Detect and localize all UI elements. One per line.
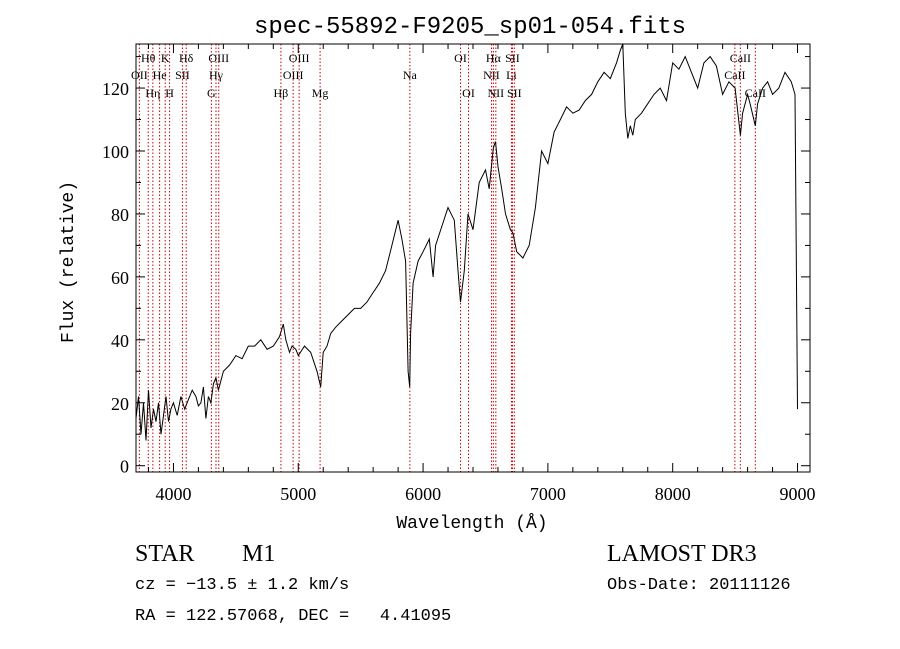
line-marker-label: OI: [454, 51, 467, 65]
y-tick-label: 20: [111, 394, 129, 414]
object-class: STAR: [135, 541, 194, 567]
y-tick-label: 0: [120, 457, 129, 477]
line-marker-label: Na: [403, 68, 418, 82]
y-axis-label: Flux (relative): [59, 181, 79, 343]
line-marker-label: Mg: [312, 86, 329, 100]
line-marker-label: SII: [505, 51, 520, 65]
line-marker-label: SII: [507, 86, 522, 100]
x-tick-label: 4000: [155, 484, 191, 504]
obs-date: Obs-Date: 20111126: [607, 576, 791, 595]
line-marker-label: CaII: [730, 51, 751, 65]
line-marker-label: Hδ: [179, 51, 194, 65]
line-marker-label: CaII: [745, 86, 766, 100]
y-tick-label: 120: [102, 79, 129, 99]
line-marker-label: OIII: [283, 68, 304, 82]
redshift-text: cz = −13.5 ± 1.2 km/s: [135, 576, 349, 595]
x-tick-label: 8000: [655, 484, 691, 504]
line-markers: [138, 44, 756, 472]
line-marker-label: Hγ: [209, 68, 224, 82]
y-tick-label: 40: [111, 331, 129, 351]
line-marker-label: G: [207, 86, 216, 100]
plot-frame: [135, 43, 811, 473]
line-marker-label: K: [161, 51, 170, 65]
line-marker-label: H: [165, 86, 174, 100]
y-axis-ticks: 0 20 40 60 80 100 120: [102, 56, 810, 477]
x-axis-ticks: 4000 5000 6000 7000 8000 9000: [147, 44, 816, 504]
x-tick-label: 9000: [780, 484, 816, 504]
spectrum-line: [136, 44, 798, 441]
line-marker-labels: HθOIIHηHeKHSIIHδGHγOIIIHβOIIIOIIIMgNaOIO…: [131, 51, 766, 100]
line-marker-label: Hη: [145, 86, 160, 100]
x-tick-label: 6000: [405, 484, 441, 504]
line-marker-label: SII: [175, 68, 190, 82]
line-marker-label: Hθ: [141, 51, 156, 65]
line-marker-label: OII: [131, 68, 148, 82]
line-marker-label: OIII: [208, 51, 229, 65]
y-tick-label: 80: [111, 205, 129, 225]
y-tick-label: 100: [102, 142, 129, 162]
line-marker-label: OIII: [289, 51, 310, 65]
line-marker-label: Hα: [486, 51, 502, 65]
survey-name: LAMOST DR3: [607, 541, 757, 567]
line-marker-label: Hβ: [274, 86, 289, 100]
line-marker-label: NII: [488, 86, 505, 100]
line-marker-label: Li: [506, 68, 517, 82]
coordinates-text: RA = 122.57068, DEC = 4.41095: [135, 607, 451, 626]
object-subclass: M1: [242, 541, 275, 567]
line-marker-label: NII: [483, 68, 500, 82]
line-marker-label: CaII: [724, 68, 745, 82]
x-tick-label: 5000: [280, 484, 316, 504]
line-marker-label: OI: [462, 86, 475, 100]
x-axis-label: Wavelength (Å): [396, 513, 547, 534]
y-tick-label: 60: [111, 268, 129, 288]
x-tick-label: 7000: [530, 484, 566, 504]
chart-title: spec-55892-F9205_sp01-054.fits: [254, 14, 686, 41]
line-marker-label: He: [153, 68, 167, 82]
